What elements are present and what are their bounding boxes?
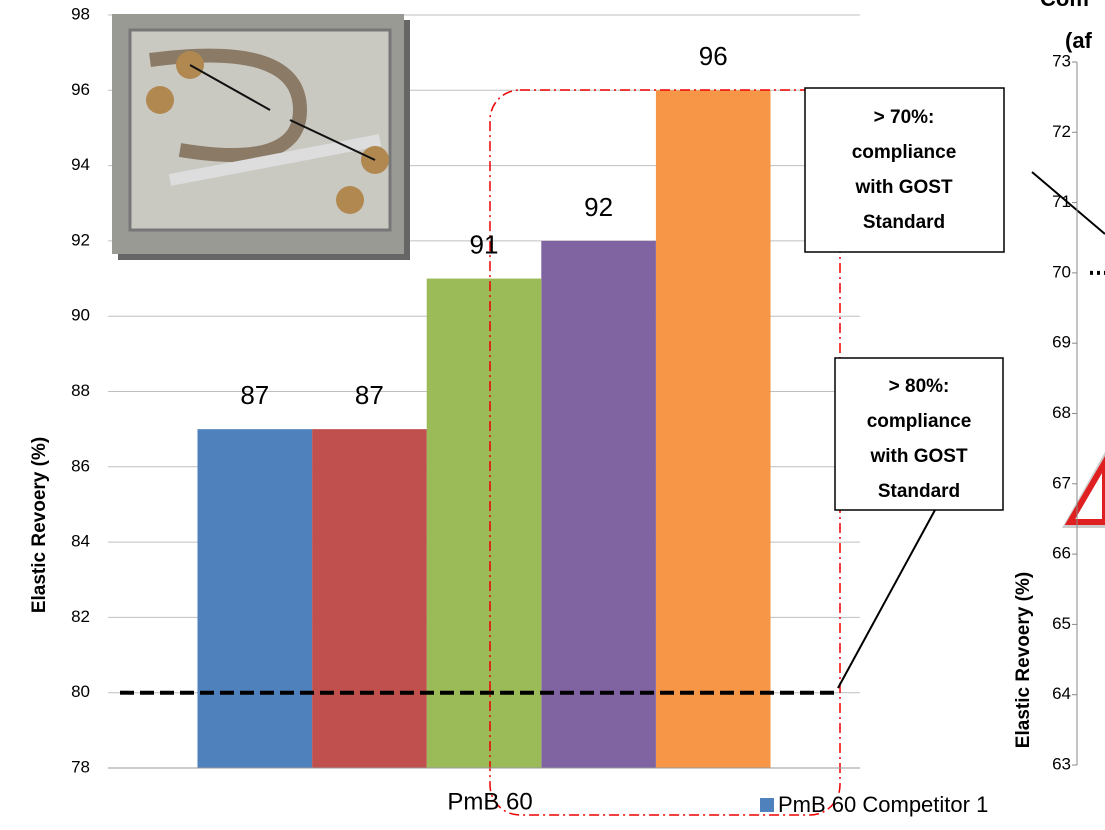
bar [312, 429, 427, 768]
y-tick-label: 98 [71, 4, 90, 23]
y-tick-label: 70 [1052, 262, 1071, 281]
bar [541, 241, 656, 768]
connector [838, 510, 935, 688]
y-tick-label: 80 [71, 682, 90, 701]
data-label: 87 [240, 380, 269, 410]
annotation-text: compliance [852, 142, 957, 163]
y-axis-label: Elastic Revoery (%) [29, 437, 50, 613]
y-tick-label: 82 [71, 607, 90, 626]
bar [656, 90, 771, 768]
y-tick-label: 86 [71, 456, 90, 475]
y-tick-label: 71 [1052, 192, 1071, 211]
y-tick-label: 94 [71, 155, 90, 174]
data-label: 87 [355, 380, 384, 410]
y-tick-label: 68 [1052, 403, 1071, 422]
annotation-text: compliance [867, 411, 972, 432]
y-tick-label: 72 [1052, 122, 1071, 141]
y-tick-label: 84 [71, 532, 90, 551]
y-tick-label: 63 [1052, 754, 1071, 773]
y-tick-label: 73 [1052, 51, 1071, 70]
y-tick-label: 88 [71, 381, 90, 400]
legend-swatch [760, 798, 774, 812]
x-tick-label: PmB 60 [447, 788, 532, 815]
data-label: 92 [584, 192, 613, 222]
annotation-text: Standard [863, 212, 945, 233]
y-tick-label: 65 [1052, 614, 1071, 633]
y-tick-label: 69 [1052, 333, 1071, 352]
photo [112, 14, 410, 260]
y-tick-label: 78 [71, 757, 90, 776]
y-tick-label: 66 [1052, 544, 1071, 563]
bar [197, 429, 312, 768]
legend-label: PmB 60 Competitor 1 [778, 792, 988, 817]
y-tick-label: 90 [71, 306, 90, 325]
data-label: 96 [699, 41, 728, 71]
annotation-text: > 80%: [889, 376, 950, 397]
annotation-text: with GOST [854, 177, 953, 198]
y-tick-label: 67 [1052, 473, 1071, 492]
data-label: 91 [470, 229, 499, 259]
chart-title: (af [1065, 28, 1093, 53]
annotation-text: > 70%: [874, 107, 935, 128]
chart-title: Com [1040, 0, 1089, 11]
annotation-text: with GOST [869, 446, 968, 467]
y-tick-label: 92 [71, 230, 90, 249]
y-tick-label: 64 [1052, 684, 1071, 703]
annotation-text: Standard [878, 481, 960, 502]
y-axis-label: Elastic Revoery (%) [1013, 572, 1034, 748]
chart: Elastic Revoery (%) PmB 60 Elastic Revoe… [0, 0, 1105, 830]
y-tick-label: 96 [71, 80, 90, 99]
